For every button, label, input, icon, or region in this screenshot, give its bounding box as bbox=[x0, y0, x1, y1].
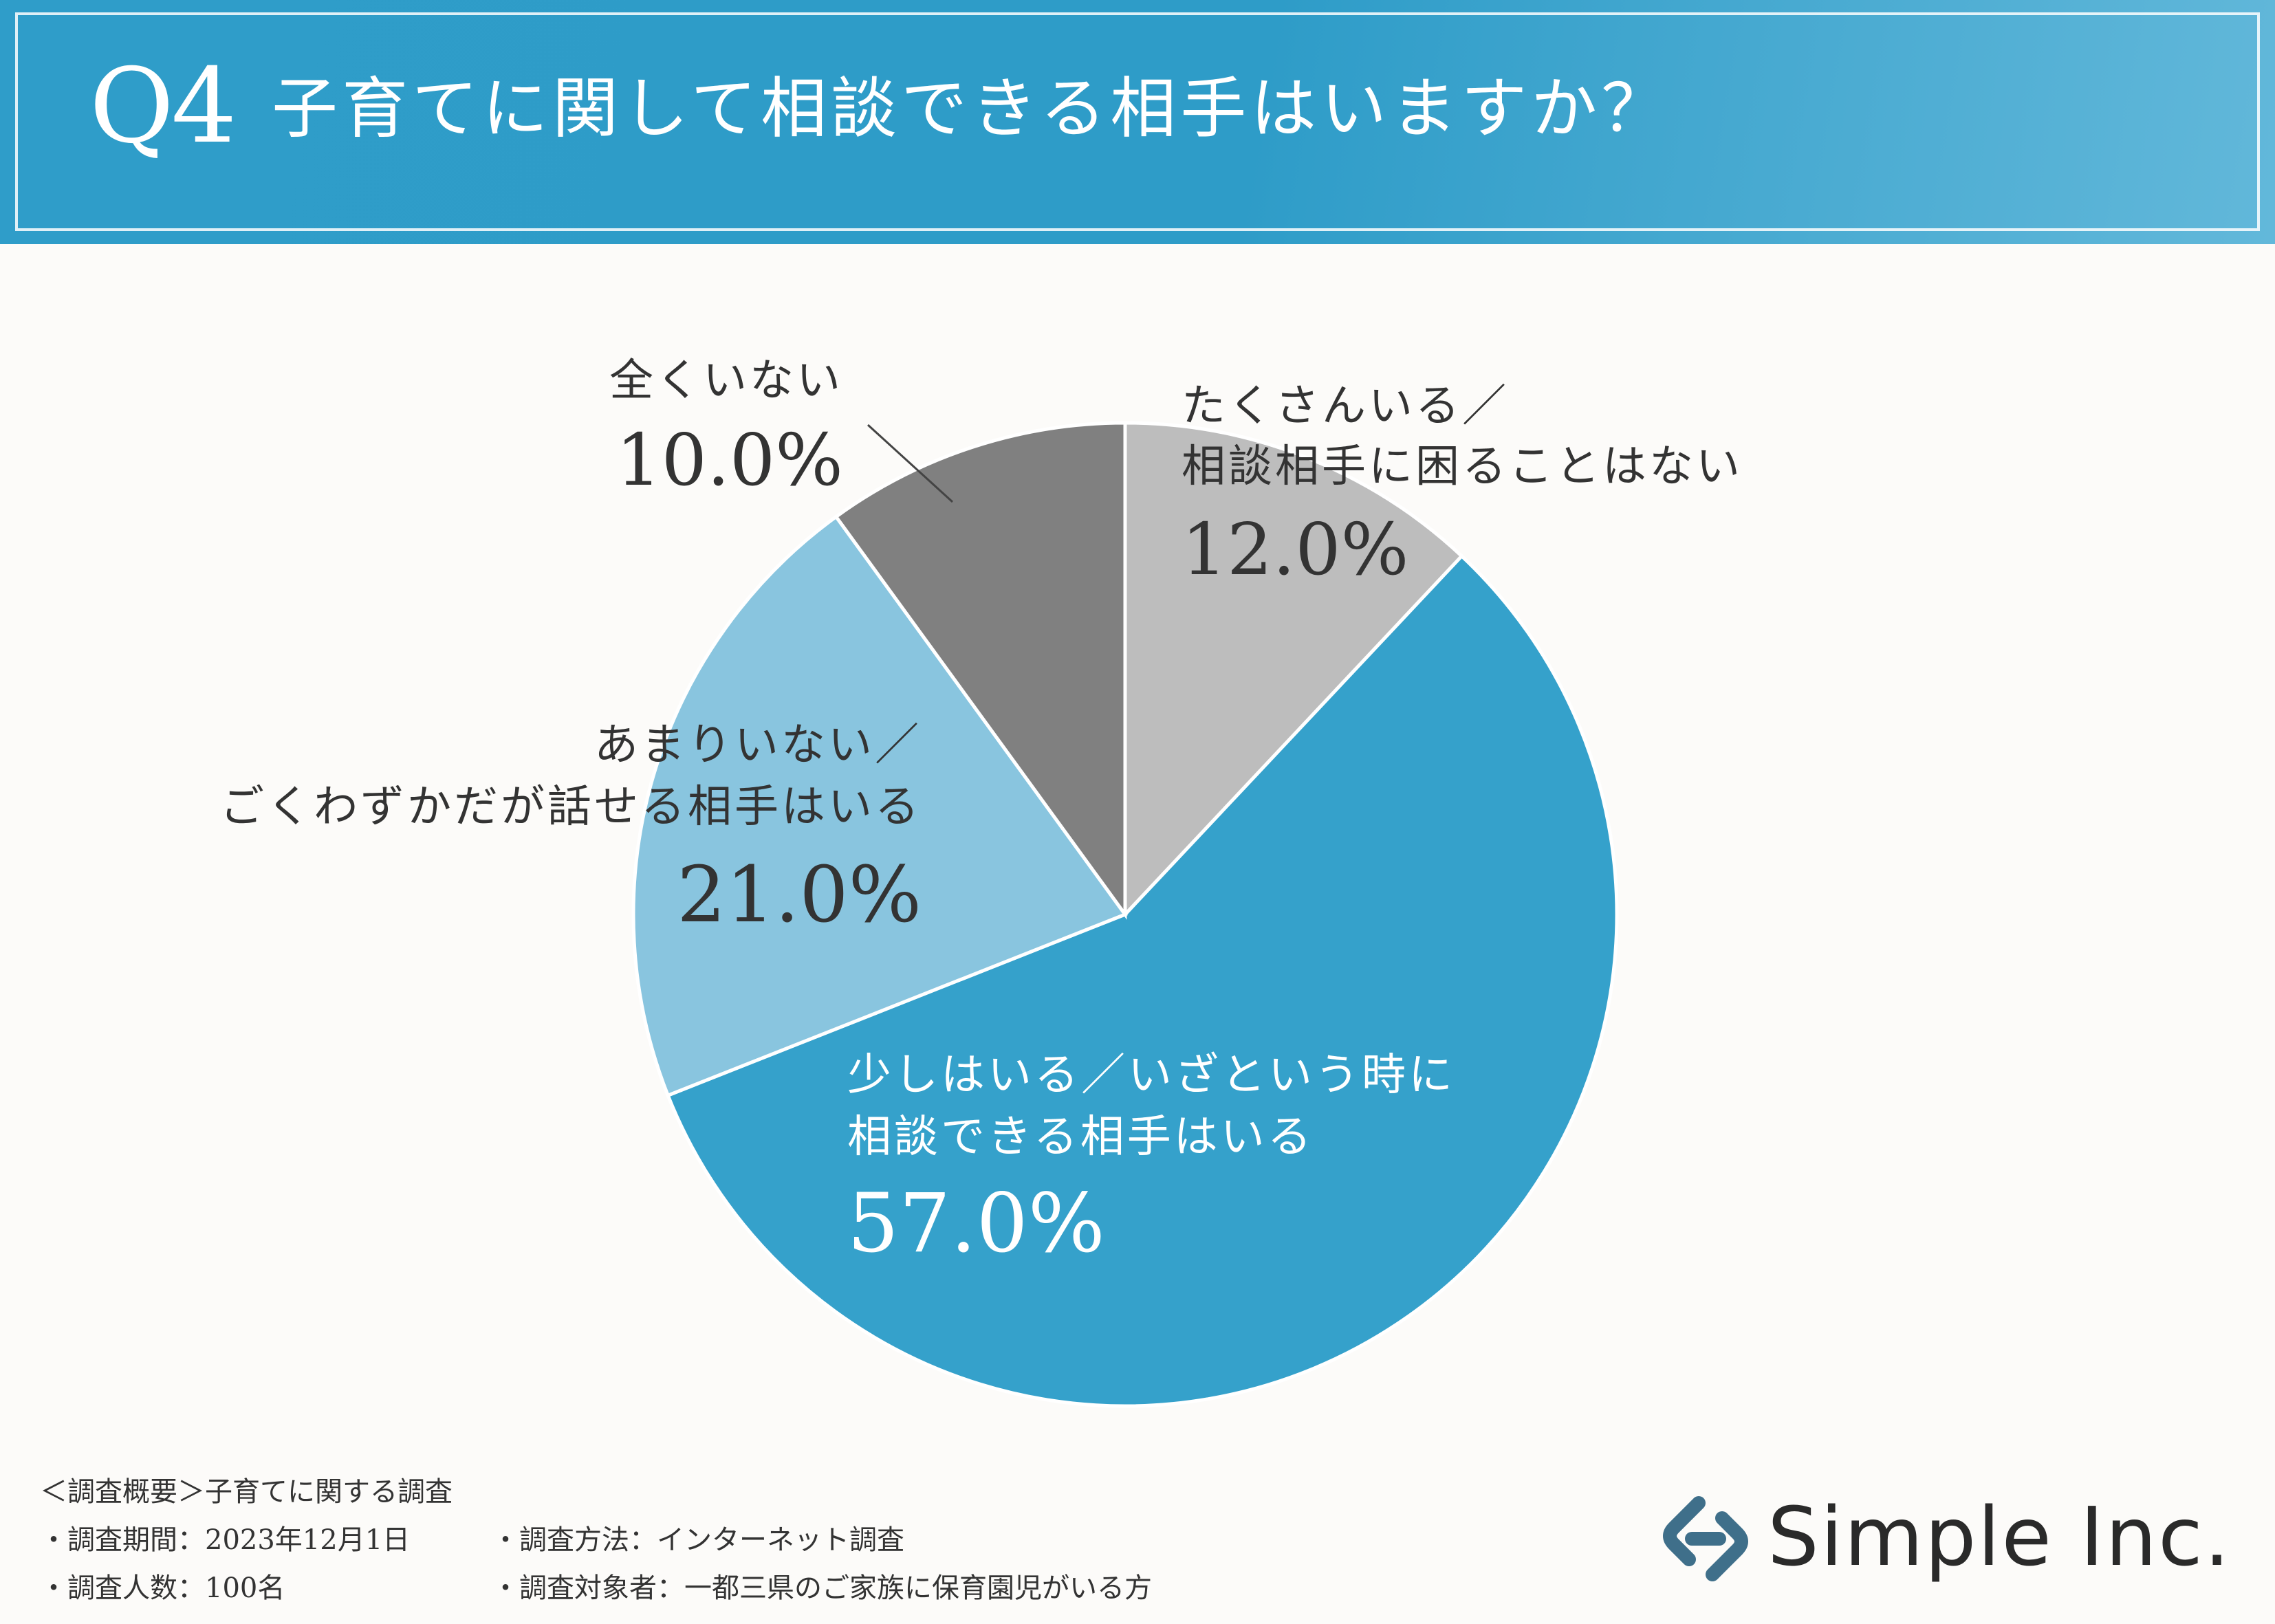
slice-label-2-line-2: 相談できる相手はいる bbox=[847, 1112, 1314, 1163]
slice-label-3-line-1: あまりいない／ bbox=[594, 720, 922, 771]
pie-slices bbox=[631, 421, 1619, 1408]
slice-value-1: 12.0% bbox=[1182, 507, 1408, 591]
slice-label-4-line-1: 全くいない bbox=[609, 355, 843, 406]
survey-target: ・調査対象者：一都三県のご家族に保育園児がいる方 bbox=[492, 1572, 1152, 1604]
slice-label-2-line-1: 少しはいる／いざという時に bbox=[847, 1050, 1455, 1101]
leader-line bbox=[867, 424, 954, 503]
header-banner: Q4 子育てに関して相談できる相手はいますか？ bbox=[0, 0, 2275, 244]
slice-label-1-line-2: 相談相手に困ることはない bbox=[1182, 441, 1743, 492]
question-number: Q4 bbox=[89, 47, 237, 166]
slice-label-3-line-2: ごくわずかだが話せる相手はいる bbox=[220, 782, 922, 833]
brand-name: Simple Inc. bbox=[1767, 1489, 2232, 1584]
slice-value-3: 21.0% bbox=[677, 851, 922, 940]
pie-slice-1 bbox=[1123, 421, 1464, 919]
company-logo: Simple Inc. bbox=[1657, 1491, 2242, 1587]
survey-period: ・調査期間：2023年12月1日 bbox=[40, 1524, 411, 1556]
survey-method: ・調査方法：インターネット調査 bbox=[492, 1524, 904, 1556]
slice-label-1-line-1: たくさんいる／ bbox=[1182, 381, 1509, 432]
header-frame bbox=[15, 12, 2260, 231]
slice-value-4: 10.0% bbox=[616, 418, 843, 502]
pie-slice-4 bbox=[834, 421, 1127, 920]
chain-link-logo-icon bbox=[1663, 1496, 1748, 1581]
survey-summary: ＜調査概要＞子育てに関する調査 bbox=[40, 1476, 453, 1508]
pie-slice-3 bbox=[631, 514, 1128, 1098]
pie-slice-2 bbox=[665, 553, 1619, 1408]
slice-value-2: 57.0% bbox=[847, 1176, 1105, 1271]
slice-labels: たくさんいる／ 相談相手に困ることはない 12.0% 少しはいる／いざという時に相談で… bbox=[220, 355, 1743, 1271]
pie-chart: たくさんいる／ 相談相手に困ることはない 12.0% 少しはいる／いざという時に相談で… bbox=[220, 355, 1743, 1408]
survey-count: ・調査人数：100名 bbox=[40, 1572, 285, 1604]
question-title: 子育てに関して相談できる相手はいますか？ bbox=[272, 70, 1672, 147]
